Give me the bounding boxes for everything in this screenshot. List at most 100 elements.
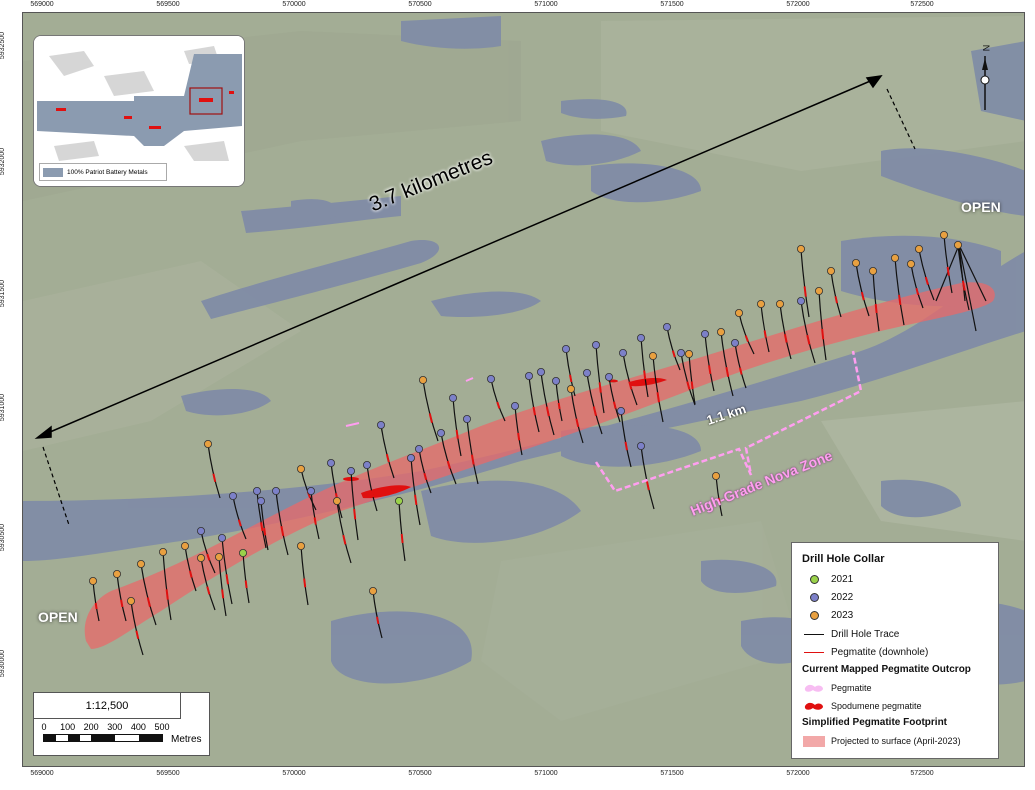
drill-hole-collar[interactable] (592, 340, 601, 349)
downhole-pegmatite-mark (146, 597, 151, 607)
drill-hole-collar[interactable] (214, 553, 223, 562)
drill-hole-collar[interactable] (332, 496, 341, 505)
drill-hole-collar[interactable] (136, 560, 145, 569)
drill-hole-collar[interactable] (127, 597, 136, 606)
drill-hole-collar[interactable] (306, 486, 315, 495)
drill-hole-collar[interactable] (907, 259, 916, 268)
drill-hole-trace (818, 290, 827, 361)
drill-hole-collar[interactable] (436, 428, 445, 437)
scale-tick-label: 500 (154, 722, 170, 732)
ownership-swatch (43, 167, 63, 177)
drill-hole-collar[interactable] (915, 244, 924, 253)
legend-peg-downhole-label: Pegmatite (downhole) (831, 646, 929, 658)
drill-hole-collar[interactable] (562, 344, 571, 353)
downhole-pegmatite-mark (725, 367, 730, 377)
drill-hole-collar[interactable] (196, 527, 205, 536)
drill-hole-trace (242, 552, 250, 604)
drill-hole-collar[interactable] (486, 374, 495, 383)
open-west-label: OPEN (38, 609, 78, 625)
drill-hole-collar[interactable] (346, 466, 355, 475)
drill-hole-collar[interactable] (217, 534, 226, 543)
drill-hole-collar[interactable] (296, 464, 305, 473)
drill-hole-collar[interactable] (815, 286, 824, 295)
x-tick-bottom: 569500 (156, 770, 180, 777)
downhole-pegmatite-mark (428, 413, 433, 423)
legend-collar-title: Drill Hole Collar (802, 553, 885, 565)
drill-hole-collar[interactable] (717, 327, 726, 336)
drill-hole-trace (570, 388, 584, 444)
downhole-pegmatite-mark (763, 330, 767, 338)
drill-hole-collar[interactable] (827, 266, 836, 275)
drill-hole-collar[interactable] (637, 441, 646, 450)
downhole-pegmatite-mark (708, 365, 712, 375)
drill-hole-collar[interactable] (940, 230, 949, 239)
drill-hole-collar[interactable] (203, 439, 212, 448)
x-tick-bottom: 570500 (408, 770, 432, 777)
drill-hole-collar[interactable] (158, 548, 167, 557)
drill-hole-collar[interactable] (414, 444, 423, 453)
downhole-pegmatite-mark (671, 350, 676, 358)
drill-hole-collar[interactable] (663, 322, 672, 331)
drill-hole-trace (958, 244, 966, 302)
y-tick-left: 5930500 (0, 523, 7, 552)
drill-hole-collar[interactable] (256, 496, 265, 505)
drill-hole-collar[interactable] (180, 542, 189, 551)
drill-hole-collar[interactable] (797, 296, 806, 305)
drill-hole-collar[interactable] (735, 308, 744, 317)
drill-hole-trace (514, 405, 523, 456)
downhole-pegmatite-mark (423, 472, 428, 481)
drill-hole-collar[interactable] (238, 549, 247, 558)
downhole-pegmatite-mark (496, 401, 501, 409)
x-tick-top: 569500 (156, 1, 180, 8)
downhole-pegmatite-mark (557, 402, 561, 410)
downhole-pegmatite-mark (280, 526, 285, 536)
drill-hole-collar[interactable] (89, 577, 98, 586)
drill-hole-collar[interactable] (406, 453, 415, 462)
drill-hole-collar[interactable] (448, 393, 457, 402)
drill-hole-collar[interactable] (525, 371, 534, 380)
drill-hole-collar[interactable] (368, 587, 377, 596)
drill-hole-collar[interactable] (567, 384, 576, 393)
drill-hole-collar[interactable] (376, 420, 385, 429)
downhole-pegmatite-mark (237, 519, 242, 527)
drill-hole-collar[interactable] (797, 244, 806, 253)
drill-hole-collar[interactable] (196, 554, 205, 563)
drill-hole-collar[interactable] (731, 338, 740, 347)
drill-hole-collar[interactable] (462, 414, 471, 423)
drill-hole-collar[interactable] (954, 240, 963, 249)
drill-hole-collar[interactable] (418, 375, 427, 384)
drill-hole-collar[interactable] (552, 376, 561, 385)
drill-hole-collar[interactable] (252, 486, 261, 495)
drill-hole-collar[interactable] (394, 496, 403, 505)
drill-hole-collar[interactable] (326, 458, 335, 467)
drill-hole-collar[interactable] (537, 367, 546, 376)
drill-hole-collar[interactable] (362, 460, 371, 469)
downhole-pegmatite-mark (686, 381, 691, 390)
drill-hole-trace (540, 371, 555, 436)
drill-hole-collar[interactable] (583, 368, 592, 377)
drill-hole-trace (800, 248, 810, 318)
drill-hole-collar[interactable] (685, 349, 694, 358)
drill-hole-collar[interactable] (296, 542, 305, 551)
drill-hole-collar[interactable] (271, 486, 280, 495)
downhole-pegmatite-mark (385, 453, 390, 463)
drill-hole-collar[interactable] (637, 333, 646, 342)
drill-hole-collar[interactable] (619, 348, 628, 357)
drill-hole-collar[interactable] (712, 471, 721, 480)
drill-hole-collar[interactable] (852, 258, 861, 267)
drill-hole-collar[interactable] (891, 253, 900, 262)
drill-hole-collar[interactable] (228, 491, 237, 500)
drill-hole-collar[interactable] (113, 570, 122, 579)
downhole-pegmatite-mark (834, 296, 838, 304)
drill-hole-collar[interactable] (510, 401, 519, 410)
drill-hole-collar[interactable] (677, 348, 686, 357)
drill-hole-collar[interactable] (617, 406, 626, 415)
drill-hole-collar[interactable] (605, 372, 614, 381)
drill-hole-collar[interactable] (701, 329, 710, 338)
drill-hole-collar[interactable] (869, 266, 878, 275)
drill-hole-collar[interactable] (757, 299, 766, 308)
drill-hole-collar[interactable] (649, 351, 658, 360)
drill-hole-collar[interactable] (776, 299, 785, 308)
drill-hole-trace (218, 556, 227, 617)
downhole-pegmatite-mark (628, 381, 633, 390)
